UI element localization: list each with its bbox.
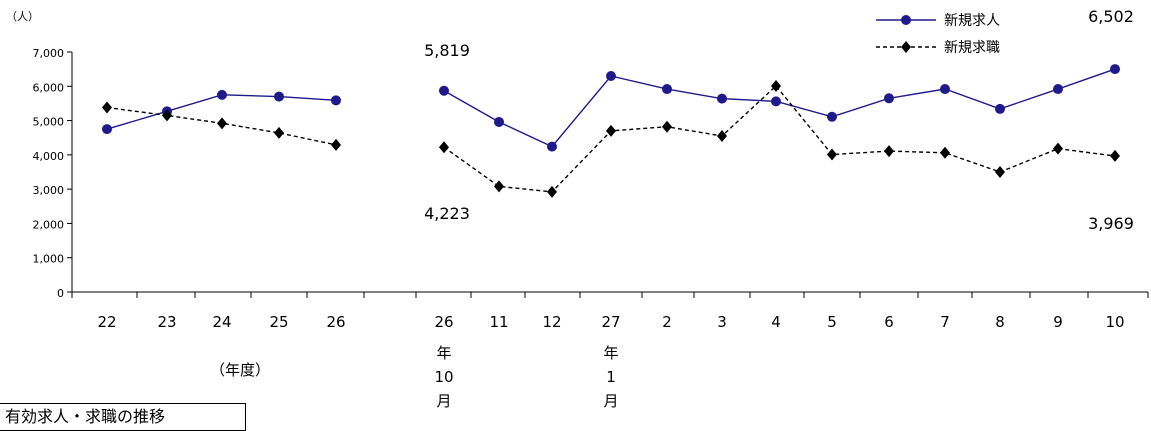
point-1-9 bbox=[662, 120, 672, 133]
point-1-15 bbox=[995, 166, 1005, 178]
x-tick-label: 26 bbox=[434, 313, 453, 331]
legend-label-0: 新規求人 bbox=[944, 13, 1000, 29]
legend-marker-0 bbox=[901, 15, 911, 25]
x-tick-label: 12 bbox=[542, 313, 561, 331]
point-0-11 bbox=[771, 96, 781, 107]
point-0-6 bbox=[494, 116, 504, 127]
point-1-4 bbox=[331, 138, 341, 151]
series-markers bbox=[102, 64, 1120, 198]
point-0-12 bbox=[827, 111, 837, 122]
legend-label-1: 新規求職 bbox=[944, 40, 1000, 56]
point-0-4 bbox=[331, 95, 341, 106]
point-0-0 bbox=[102, 124, 112, 135]
y-tick-label: 7,000 bbox=[33, 47, 65, 60]
figure-caption: 有効求人・求職の推移 bbox=[0, 403, 246, 431]
point-1-5 bbox=[439, 141, 449, 154]
y-tick-label: 6,000 bbox=[33, 81, 65, 94]
data-annotation: 5,819 bbox=[424, 41, 470, 60]
x-tick-label: 9 bbox=[1053, 313, 1063, 331]
data-annotation: 4,223 bbox=[424, 204, 470, 223]
point-1-16 bbox=[1053, 142, 1063, 155]
point-0-8 bbox=[606, 71, 616, 81]
point-0-10 bbox=[717, 93, 727, 104]
line-chart: 0 1,000 2,000 3,000 4,000 5,000 6,000 7,000 （人） 2… bbox=[6, 7, 1149, 410]
point-1-6 bbox=[494, 180, 504, 193]
x-sub-label: 年 bbox=[603, 344, 618, 362]
point-1-11 bbox=[771, 79, 781, 92]
x-sub-label: 月 bbox=[436, 392, 451, 410]
x-tick-label: 8 bbox=[995, 313, 1005, 331]
x-tick-label: 11 bbox=[489, 313, 508, 331]
x-tick-label: 25 bbox=[269, 313, 288, 331]
x-tick-label: 27 bbox=[601, 313, 620, 331]
point-0-15 bbox=[995, 103, 1005, 114]
x-tick-label: 5 bbox=[827, 313, 837, 331]
y-tick-label: 1,000 bbox=[33, 253, 65, 266]
point-1-17 bbox=[1110, 149, 1120, 162]
y-unit-label: （人） bbox=[6, 10, 39, 23]
point-1-3 bbox=[274, 126, 284, 139]
group-label: （年度） bbox=[210, 361, 270, 379]
point-1-10 bbox=[717, 130, 727, 142]
axis-labels: 0 1,000 2,000 3,000 4,000 5,000 6,000 7,000 （人） 2… bbox=[6, 7, 1134, 410]
series-line-0 bbox=[443, 68, 1116, 148]
point-1-8 bbox=[606, 124, 616, 137]
x-tick-label: 26 bbox=[326, 313, 345, 331]
point-1-13 bbox=[884, 145, 894, 158]
data-annotation: 3,969 bbox=[1088, 214, 1134, 233]
y-tick-label: 5,000 bbox=[33, 116, 65, 129]
point-0-14 bbox=[940, 84, 950, 95]
x-tick-label: 7 bbox=[940, 313, 950, 331]
x-tick-label: 6 bbox=[884, 313, 894, 331]
point-0-17 bbox=[1110, 64, 1120, 75]
point-1-14 bbox=[940, 146, 950, 159]
x-tick-label: 2 bbox=[662, 313, 672, 331]
point-0-7 bbox=[547, 141, 557, 152]
x-sub-label: 月 bbox=[603, 392, 618, 410]
data-annotation: 6,502 bbox=[1088, 7, 1134, 26]
x-sub-label: 10 bbox=[434, 368, 453, 386]
x-sub-label: 年 bbox=[436, 344, 451, 362]
point-1-2 bbox=[217, 117, 227, 130]
x-tick-label: 3 bbox=[717, 313, 727, 331]
legend-marker-1 bbox=[901, 41, 911, 53]
x-tick-label: 4 bbox=[771, 313, 781, 331]
x-tick-label: 24 bbox=[212, 313, 231, 331]
x-tick-label: 10 bbox=[1105, 313, 1124, 331]
x-tick-label: 23 bbox=[157, 313, 176, 331]
point-0-3 bbox=[274, 91, 284, 102]
y-tick-label: 0 bbox=[57, 287, 64, 300]
y-tick-label: 2,000 bbox=[33, 218, 65, 231]
y-tick-label: 3,000 bbox=[33, 184, 65, 197]
x-sub-label: 1 bbox=[606, 368, 616, 386]
point-1-7 bbox=[547, 185, 557, 198]
point-1-0 bbox=[102, 101, 112, 114]
point-0-5 bbox=[439, 85, 449, 96]
point-1-12 bbox=[827, 148, 837, 161]
axes bbox=[67, 51, 1149, 298]
point-0-16 bbox=[1053, 84, 1063, 95]
point-0-2 bbox=[217, 89, 227, 100]
point-0-9 bbox=[662, 84, 672, 95]
point-1-1 bbox=[162, 109, 172, 122]
y-tick-label: 4,000 bbox=[33, 150, 65, 163]
x-tick-label: 22 bbox=[97, 313, 116, 331]
point-0-13 bbox=[884, 93, 894, 104]
